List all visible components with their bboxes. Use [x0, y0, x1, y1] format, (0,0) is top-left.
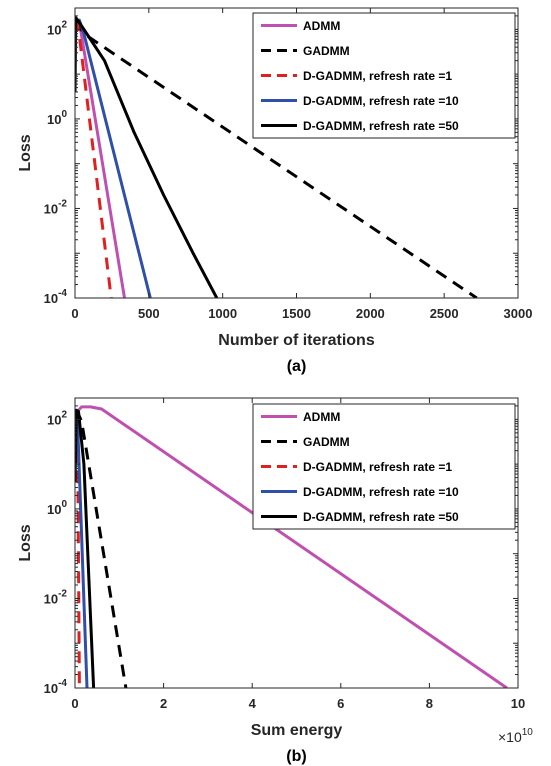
y-tick-label: 102: [47, 409, 67, 427]
y-tick-exponent: -4: [58, 288, 67, 299]
x-tick-label: 3000: [504, 306, 533, 321]
legend: ADMM GADMM D-GADMM, refresh rate =1 D-GADMM…: [252, 403, 516, 530]
y-tick-base: 10: [44, 681, 58, 696]
x-tick-label: 1500: [282, 306, 311, 321]
series-line-5: [75, 16, 219, 298]
panel-caption: (b): [286, 748, 306, 765]
x-tick-label: 1000: [208, 306, 237, 321]
legend-entry: D-GADMM, refresh rate =50: [303, 119, 459, 133]
y-tick-label: 10-2: [44, 588, 68, 606]
y-tick-label: 10-4: [44, 678, 68, 696]
x-tick-label: 10: [511, 696, 525, 711]
legend-entry: D-GADMM, refresh rate =1: [303, 69, 452, 83]
y-tick-exponent: -2: [58, 198, 67, 209]
x-axis-label: Sum energy: [251, 722, 343, 739]
x-multiplier-base: ×10: [498, 729, 522, 745]
y-tick-exponent: 2: [61, 19, 67, 30]
x-tick-label: 0: [71, 696, 78, 711]
legend-entry: ADMM: [303, 19, 340, 33]
x-tick-label: 2000: [356, 306, 385, 321]
x-tick-label: 500: [138, 306, 160, 321]
y-tick-label: 10-2: [44, 198, 68, 216]
legend-entry: D-GADMM, refresh rate =50: [303, 510, 459, 524]
y-tick-base: 10: [47, 412, 61, 427]
y-tick-label: 100: [47, 109, 67, 127]
x-multiplier-exponent: 10: [522, 727, 534, 738]
x-tick-label: 2500: [430, 306, 459, 321]
y-tick-base: 10: [44, 291, 58, 306]
x-tick-label: 0: [71, 306, 78, 321]
x-axis-multiplier: ×1010: [498, 727, 533, 745]
y-tick-label: 10-4: [44, 288, 68, 306]
y-tick-base: 10: [44, 591, 58, 606]
y-axis-label: Loss: [17, 524, 34, 561]
legend: ADMM GADMM D-GADMM, refresh rate =1 D-GADMM…: [252, 12, 516, 139]
legend-entry: D-GADMM, refresh rate =10: [303, 94, 459, 108]
legend-entry: GADMM: [303, 435, 350, 449]
y-tick-exponent: 0: [61, 499, 67, 510]
x-tick-label: 2: [160, 696, 167, 711]
x-axis-label: Number of iterations: [218, 332, 375, 349]
x-tick-label: 4: [249, 696, 257, 711]
chart-panel-a: 0 500 1000 1500 2000 2500 300010-410-2100102Nu…: [17, 7, 533, 375]
legend-entry: ADMM: [303, 410, 340, 424]
x-tick-label: 8: [426, 696, 433, 711]
panel-caption: (a): [287, 358, 307, 375]
y-tick-base: 10: [47, 22, 61, 37]
series-line-5: [75, 408, 96, 688]
legend-entry: GADMM: [303, 44, 350, 58]
y-axis-label: Loss: [17, 134, 34, 171]
y-tick-base: 10: [44, 201, 58, 216]
y-tick-exponent: 2: [61, 409, 67, 420]
x-tick-label: 6: [337, 696, 344, 711]
legend-entry: D-GADMM, refresh rate =1: [303, 460, 452, 474]
y-tick-label: 102: [47, 19, 67, 37]
y-tick-base: 10: [47, 112, 61, 127]
y-tick-base: 10: [47, 502, 61, 517]
y-tick-exponent: 0: [61, 109, 67, 120]
axes-frame: [74, 397, 519, 689]
y-tick-exponent: -2: [58, 588, 67, 599]
y-tick-label: 100: [47, 499, 67, 517]
legend-entry: D-GADMM, refresh rate =10: [303, 485, 459, 499]
y-tick-exponent: -4: [58, 678, 67, 689]
